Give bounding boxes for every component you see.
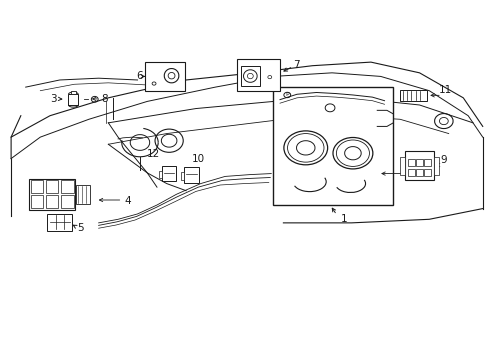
Text: P: P [285,93,288,98]
Text: 5: 5 [77,223,83,233]
Bar [76,185,90,204]
Bar [240,66,260,86]
Bar [71,91,76,94]
Text: 3: 3 [50,94,57,104]
Bar [415,169,422,176]
Text: 6: 6 [136,71,143,81]
Text: 12: 12 [146,149,160,159]
Bar [424,159,430,166]
Bar [433,157,438,175]
Text: 4: 4 [124,197,131,206]
Text: 10: 10 [191,154,204,164]
Bar [30,195,43,208]
Bar [61,180,74,193]
Text: 7: 7 [293,60,299,70]
Bar [272,87,392,205]
Text: 9: 9 [440,156,446,165]
Text: 2: 2 [411,164,418,174]
Bar [404,152,433,180]
Bar [236,59,280,91]
Text: 8: 8 [101,94,107,104]
Bar [68,94,78,105]
Bar [415,159,422,166]
Bar [30,180,43,193]
Bar [61,195,74,208]
Bar [145,62,185,91]
Bar [162,166,176,181]
Text: 1: 1 [340,213,346,224]
Bar [46,195,59,208]
Bar [407,169,414,176]
Bar [399,90,426,102]
Text: 11: 11 [438,85,451,95]
Bar [47,213,72,231]
Bar [399,157,404,175]
Bar [181,172,183,180]
Bar [159,171,162,178]
Bar [46,180,59,193]
Bar [183,167,199,183]
Bar [424,169,430,176]
Bar [407,159,414,166]
Bar [29,179,75,210]
